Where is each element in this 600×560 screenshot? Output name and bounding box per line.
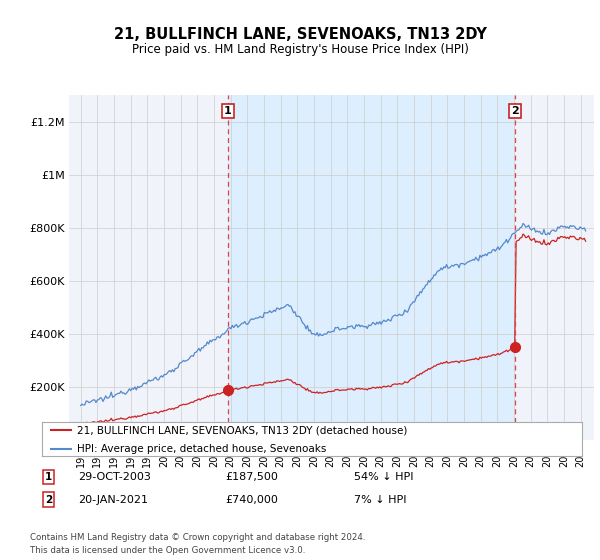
Bar xyxy=(228,95,515,440)
Text: Contains HM Land Registry data © Crown copyright and database right 2024.
This d: Contains HM Land Registry data © Crown c… xyxy=(30,533,365,554)
Text: 2: 2 xyxy=(511,106,519,116)
Text: HPI: Average price, detached house, Sevenoaks: HPI: Average price, detached house, Seve… xyxy=(77,444,326,454)
Text: £187,500: £187,500 xyxy=(225,472,278,482)
Text: 1: 1 xyxy=(45,472,52,482)
Text: 1: 1 xyxy=(224,106,232,116)
Text: 21, BULLFINCH LANE, SEVENOAKS, TN13 2DY (detached house): 21, BULLFINCH LANE, SEVENOAKS, TN13 2DY … xyxy=(77,426,407,435)
Text: 54% ↓ HPI: 54% ↓ HPI xyxy=(354,472,413,482)
Text: 29-OCT-2003: 29-OCT-2003 xyxy=(78,472,151,482)
Text: 21, BULLFINCH LANE, SEVENOAKS, TN13 2DY: 21, BULLFINCH LANE, SEVENOAKS, TN13 2DY xyxy=(113,27,487,42)
Text: 7% ↓ HPI: 7% ↓ HPI xyxy=(354,494,407,505)
Text: £740,000: £740,000 xyxy=(225,494,278,505)
Text: 2: 2 xyxy=(45,494,52,505)
Text: Price paid vs. HM Land Registry's House Price Index (HPI): Price paid vs. HM Land Registry's House … xyxy=(131,43,469,56)
Text: 20-JAN-2021: 20-JAN-2021 xyxy=(78,494,148,505)
